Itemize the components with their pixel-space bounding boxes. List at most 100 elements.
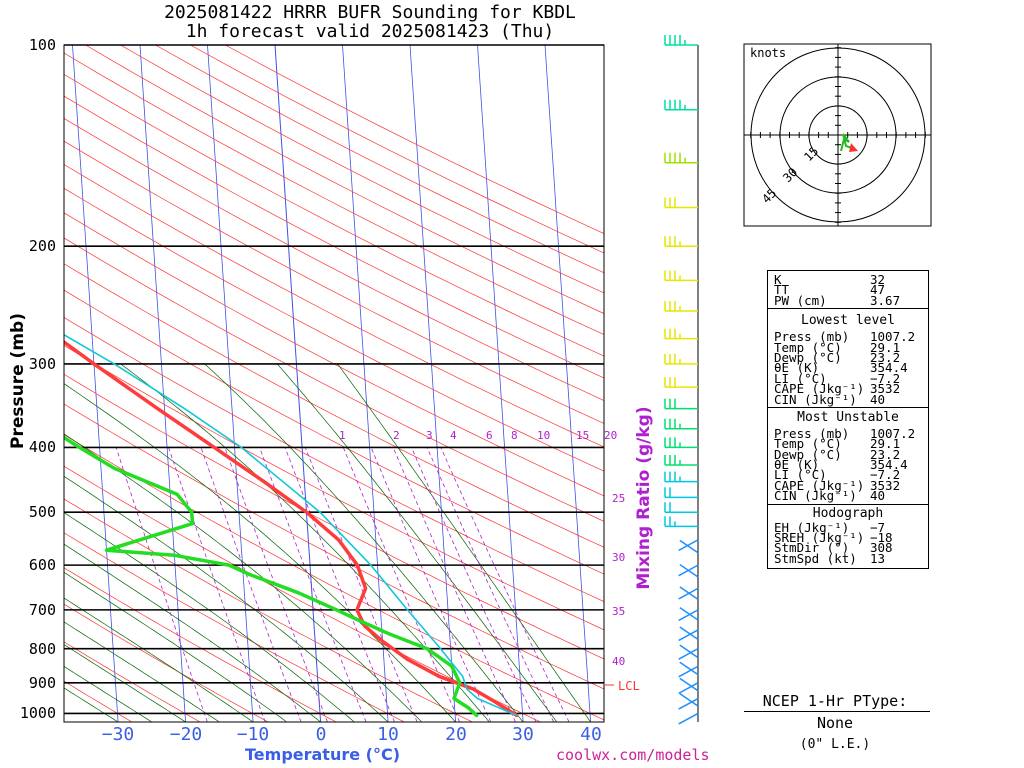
index-row: CIN (Jkg⁻¹) 40	[768, 391, 928, 407]
index-row: CAPE (Jkg⁻¹) 3532	[768, 477, 928, 493]
index-label: StmDir (°)	[774, 540, 850, 556]
most-unstable-title: Most Unstable	[797, 409, 899, 425]
index-label: CIN (Jkg⁻¹)	[774, 488, 857, 504]
mix-ratio-side-label: 30	[612, 551, 626, 564]
moist-adiabat	[64, 621, 220, 722]
pressure-tick-1000: 1000	[19, 704, 56, 722]
temp-tick: 20	[445, 724, 467, 745]
index-row: TT 47	[768, 282, 928, 298]
mix-ratio-label: 10	[537, 429, 551, 442]
mix-ratio-label: 6	[486, 429, 493, 442]
index-row: StmSpd (kt) 13	[768, 550, 928, 566]
index-value: 29.1	[870, 339, 901, 355]
dry-adiabat	[64, 117, 604, 401]
pressure-tick-700: 700	[28, 601, 56, 619]
dry-adiabat	[64, 345, 604, 631]
index-value: 3532	[870, 477, 901, 493]
index-row: θE (K) 354.4	[768, 457, 928, 473]
wind-barb	[679, 644, 699, 659]
credit-text: coolwx.com/models	[556, 746, 710, 764]
mix-ratio-label: 3	[426, 429, 433, 442]
ptype-title: NCEP 1-Hr PType:	[762, 692, 908, 710]
index-row: LI (°C) −7.2	[768, 468, 928, 481]
index-value: 13	[870, 550, 886, 566]
dry-adiabat	[64, 498, 473, 722]
ptype-note: (0" L.E.)	[799, 737, 871, 752]
index-value: 354.4	[870, 360, 908, 376]
index-value: 1007.2	[870, 329, 916, 345]
pressure-tick-200: 200	[28, 237, 56, 255]
index-label: CIN (Jkg⁻¹)	[774, 391, 857, 407]
index-value: 40	[870, 391, 886, 407]
wind-barb	[678, 609, 699, 622]
parcel-profile	[64, 333, 518, 717]
index-label: PW (cm)	[774, 292, 827, 308]
index-row: Press (mb) 1007.2	[768, 329, 928, 345]
index-value: 47	[870, 282, 886, 298]
dry-adiabat	[64, 263, 604, 548]
index-value: 29.1	[870, 436, 901, 452]
moist-adiabat	[64, 512, 355, 722]
index-label: Press (mb)	[774, 329, 850, 345]
dry-adiabat	[64, 164, 604, 448]
x-axis-label: Temperature (°C)	[245, 745, 401, 764]
index-row: CIN (Jkg⁻¹) 40	[768, 488, 928, 504]
isotherm	[613, 45, 659, 722]
mix-ratio-label: 8	[511, 429, 518, 442]
dry-adiabat	[64, 532, 405, 722]
index-value: −7.2	[870, 370, 901, 386]
index-row: Temp (°C) 29.1	[768, 339, 928, 355]
index-row: SREH (Jkg⁻¹) −18	[768, 531, 928, 544]
isotherm	[207, 45, 254, 722]
moist-adiabat	[64, 383, 456, 722]
isotherm	[477, 45, 524, 722]
index-value: 3.67	[870, 292, 901, 308]
temp-tick: 10	[377, 724, 399, 745]
wind-barb	[679, 677, 699, 692]
pressure-tick-500: 500	[28, 503, 56, 521]
moist-adiabat	[64, 475, 389, 722]
wind-barb	[678, 712, 699, 725]
mix-ratio-label: 20	[604, 429, 618, 442]
mixing-ratio-line	[411, 447, 537, 722]
index-value: −7	[870, 519, 886, 535]
hodograph-unit: knots	[750, 46, 787, 60]
mixing-ratio-line	[259, 447, 367, 722]
wind-barb	[678, 539, 699, 552]
mixing-ratio-line	[304, 447, 418, 722]
mix-ratio-side-label: 35	[612, 605, 626, 618]
isotherm	[544, 45, 591, 722]
y-axis-label: Pressure (mb)	[8, 313, 28, 449]
dry-adiabat	[64, 95, 604, 379]
wind-barb	[678, 697, 699, 710]
pressure-tick-100: 100	[28, 36, 56, 54]
dry-adiabat	[64, 465, 541, 722]
index-label: Dewp (°C)	[774, 349, 842, 365]
index-row: EH (Jkg⁻¹) −7	[768, 519, 928, 535]
dry-adiabat	[64, 567, 337, 722]
index-value: 40	[870, 488, 886, 504]
pressure-tick-600: 600	[28, 556, 56, 574]
isotherm	[274, 45, 322, 722]
dry-adiabat	[64, 317, 604, 602]
dry-adiabat	[64, 603, 269, 722]
chart-title: 2025081422 HRRR BUFR Sounding for KBDL	[164, 2, 576, 23]
wind-barb	[678, 629, 699, 642]
index-value: 308	[870, 540, 893, 556]
index-label: TT	[774, 282, 790, 298]
index-value: 354.4	[870, 457, 908, 473]
moist-adiabat	[64, 597, 254, 722]
index-label: θE (K)	[774, 457, 820, 473]
moist-adiabat	[276, 363, 558, 722]
mixing-ratio-line	[342, 447, 460, 722]
mixing-ratio-label: Mixing Ratio (g/kg)	[634, 406, 654, 590]
moist-adiabat	[64, 665, 152, 722]
hodo-trace	[840, 133, 853, 152]
index-value: 23.2	[870, 446, 901, 462]
index-label: Dewp (°C)	[774, 446, 842, 462]
wind-barb	[679, 607, 699, 621]
index-row: Press (mb) 1007.2	[768, 427, 928, 440]
lowest-level-title: Lowest level	[801, 313, 895, 329]
index-row: CAPE (Jkg⁻¹) 3532	[768, 382, 928, 395]
